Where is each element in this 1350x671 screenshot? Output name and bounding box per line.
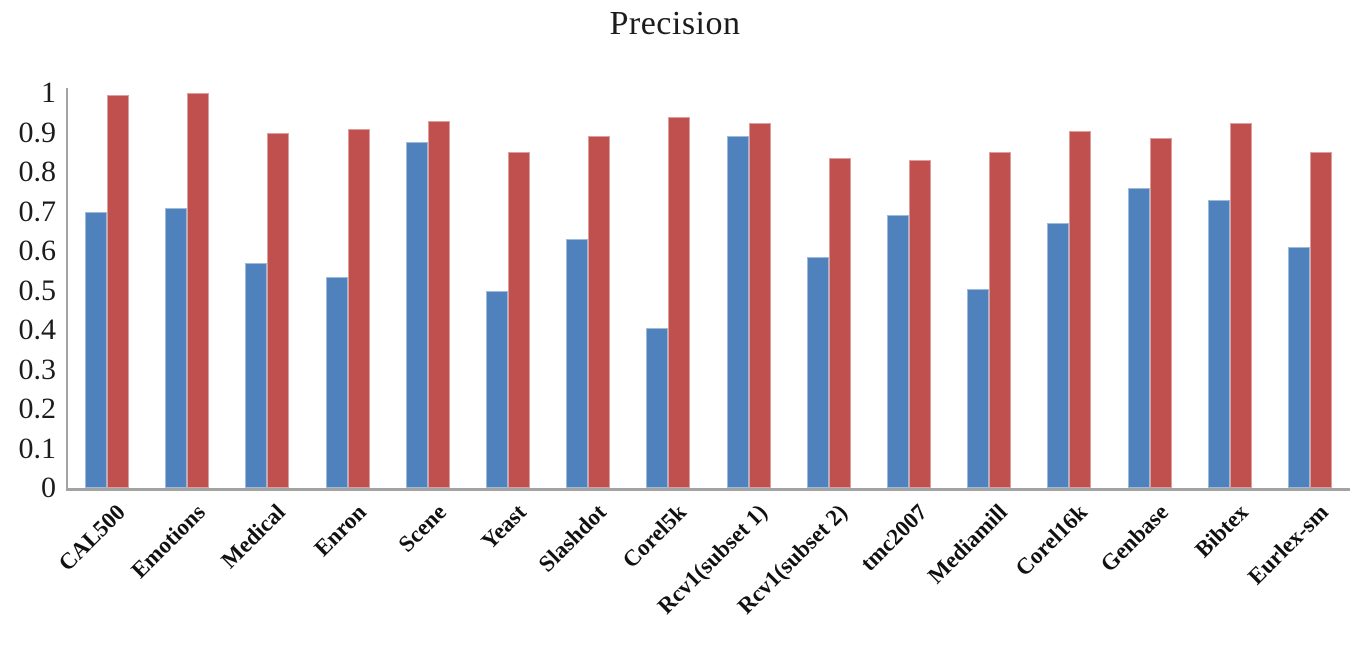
bar-series-blue-Bibtex	[1207, 199, 1230, 488]
bar-series-red-CAL500	[107, 94, 129, 488]
bar-series-red-Bibtex	[1229, 122, 1252, 488]
bar-series-red-Corel16k	[1069, 130, 1092, 488]
y-tick-label-0.7: 0.7	[18, 194, 57, 228]
bar-series-red-Eurlex-sm	[1310, 152, 1332, 488]
bar-series-blue-Mediamill	[967, 288, 990, 488]
bar-series-red-Yeast	[508, 152, 530, 488]
bar-series-red-Emotions	[187, 93, 210, 488]
bar-series-red-tmc2007	[909, 160, 931, 488]
bar-series-blue-Corel5k	[646, 328, 669, 488]
bar-series-red-Corel5k	[668, 116, 691, 488]
bar-series-blue-Medical	[245, 262, 268, 488]
bar-series-red-Genbase	[1149, 138, 1172, 488]
y-tick-label-0.5: 0.5	[18, 273, 57, 307]
y-tick-label-0.4: 0.4	[18, 313, 57, 346]
bar-series-blue-Yeast	[486, 290, 508, 488]
bar-series-blue-Rcv1(subset 1)	[726, 136, 749, 488]
bar-series-blue-Corel16k	[1047, 223, 1070, 488]
bar-series-blue-Enron	[325, 276, 348, 488]
bar-series-red-Slashdot	[588, 136, 611, 488]
bar-series-red-Rcv1(subset 1)	[748, 122, 771, 488]
chart-title: Precision	[609, 5, 741, 42]
y-tick-label-0.8: 0.8	[18, 155, 57, 188]
y-axis-line	[66, 88, 68, 490]
bar-series-blue-Genbase	[1127, 187, 1150, 488]
bar-series-red-Mediamill	[989, 152, 1012, 488]
bar-series-blue-Scene	[405, 142, 428, 488]
y-tick-label-0.3: 0.3	[18, 352, 57, 386]
bar-series-blue-Slashdot	[566, 239, 589, 488]
y-tick-label-0.1: 0.1	[18, 431, 57, 465]
bar-series-blue-CAL500	[85, 211, 107, 488]
bar-series-red-Medical	[267, 132, 290, 488]
y-tick-label-1: 1	[41, 76, 56, 109]
y-tick-label-0.2: 0.2	[18, 392, 57, 425]
bar-series-red-Enron	[347, 128, 370, 488]
x-axis-line	[66, 488, 1350, 491]
bar-series-blue-Eurlex-sm	[1288, 247, 1310, 488]
bar-series-blue-Emotions	[165, 207, 188, 488]
bar-series-blue-Rcv1(subset 2)	[806, 256, 829, 488]
bar-series-red-Scene	[427, 120, 450, 488]
bar-series-red-Rcv1(subset 2)	[828, 158, 851, 488]
y-tick-label-0.6: 0.6	[18, 234, 57, 267]
y-tick-label-0: 0	[41, 471, 56, 504]
y-tick-label-0.9: 0.9	[18, 115, 57, 149]
bar-series-blue-tmc2007	[887, 215, 909, 488]
